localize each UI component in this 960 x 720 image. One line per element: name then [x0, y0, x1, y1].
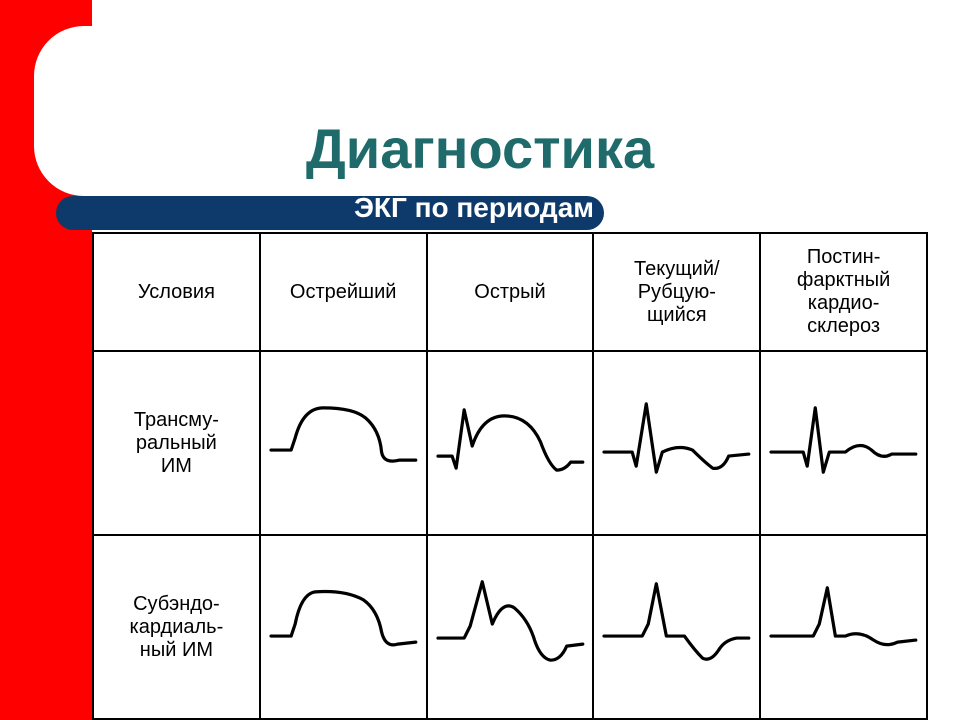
ecg-cell — [593, 351, 760, 535]
table-row: Субэндо-кардиаль-ный ИМ — [93, 535, 927, 719]
col-header: Постин-фарктныйкардио-склероз — [760, 233, 927, 351]
ecg-cell — [593, 535, 760, 719]
col-header: Острейший — [260, 233, 427, 351]
row-header: Трансму-ральныйИМ — [93, 351, 260, 535]
ecg-cell — [427, 351, 594, 535]
ecg-cell — [760, 535, 927, 719]
ecg-wave — [771, 588, 916, 645]
ecg-wave — [604, 584, 749, 659]
col-header: Острый — [427, 233, 594, 351]
ecg-wave — [438, 582, 583, 660]
ecg-cell — [260, 351, 427, 535]
ecg-wave — [271, 592, 416, 645]
ecg-table: Условия Острейший Острый Текущий/Рубцую-… — [92, 232, 928, 719]
row-header: Субэндо-кардиаль-ный ИМ — [93, 535, 260, 719]
ecg-wave — [771, 408, 916, 472]
col-header: Условия — [93, 233, 260, 351]
ecg-cell — [760, 351, 927, 535]
table-header-row: Условия Острейший Острый Текущий/Рубцую-… — [93, 233, 927, 351]
page-title: Диагностика — [0, 116, 960, 181]
table-row: Трансму-ральныйИМ — [93, 351, 927, 535]
ecg-wave — [438, 410, 583, 470]
ecg-cell — [427, 535, 594, 719]
ecg-wave — [604, 404, 749, 472]
col-header: Текущий/Рубцую-щийся — [593, 233, 760, 351]
ecg-wave — [271, 408, 416, 461]
subtitle: ЭКГ по периодам — [56, 192, 604, 224]
ecg-cell — [260, 535, 427, 719]
